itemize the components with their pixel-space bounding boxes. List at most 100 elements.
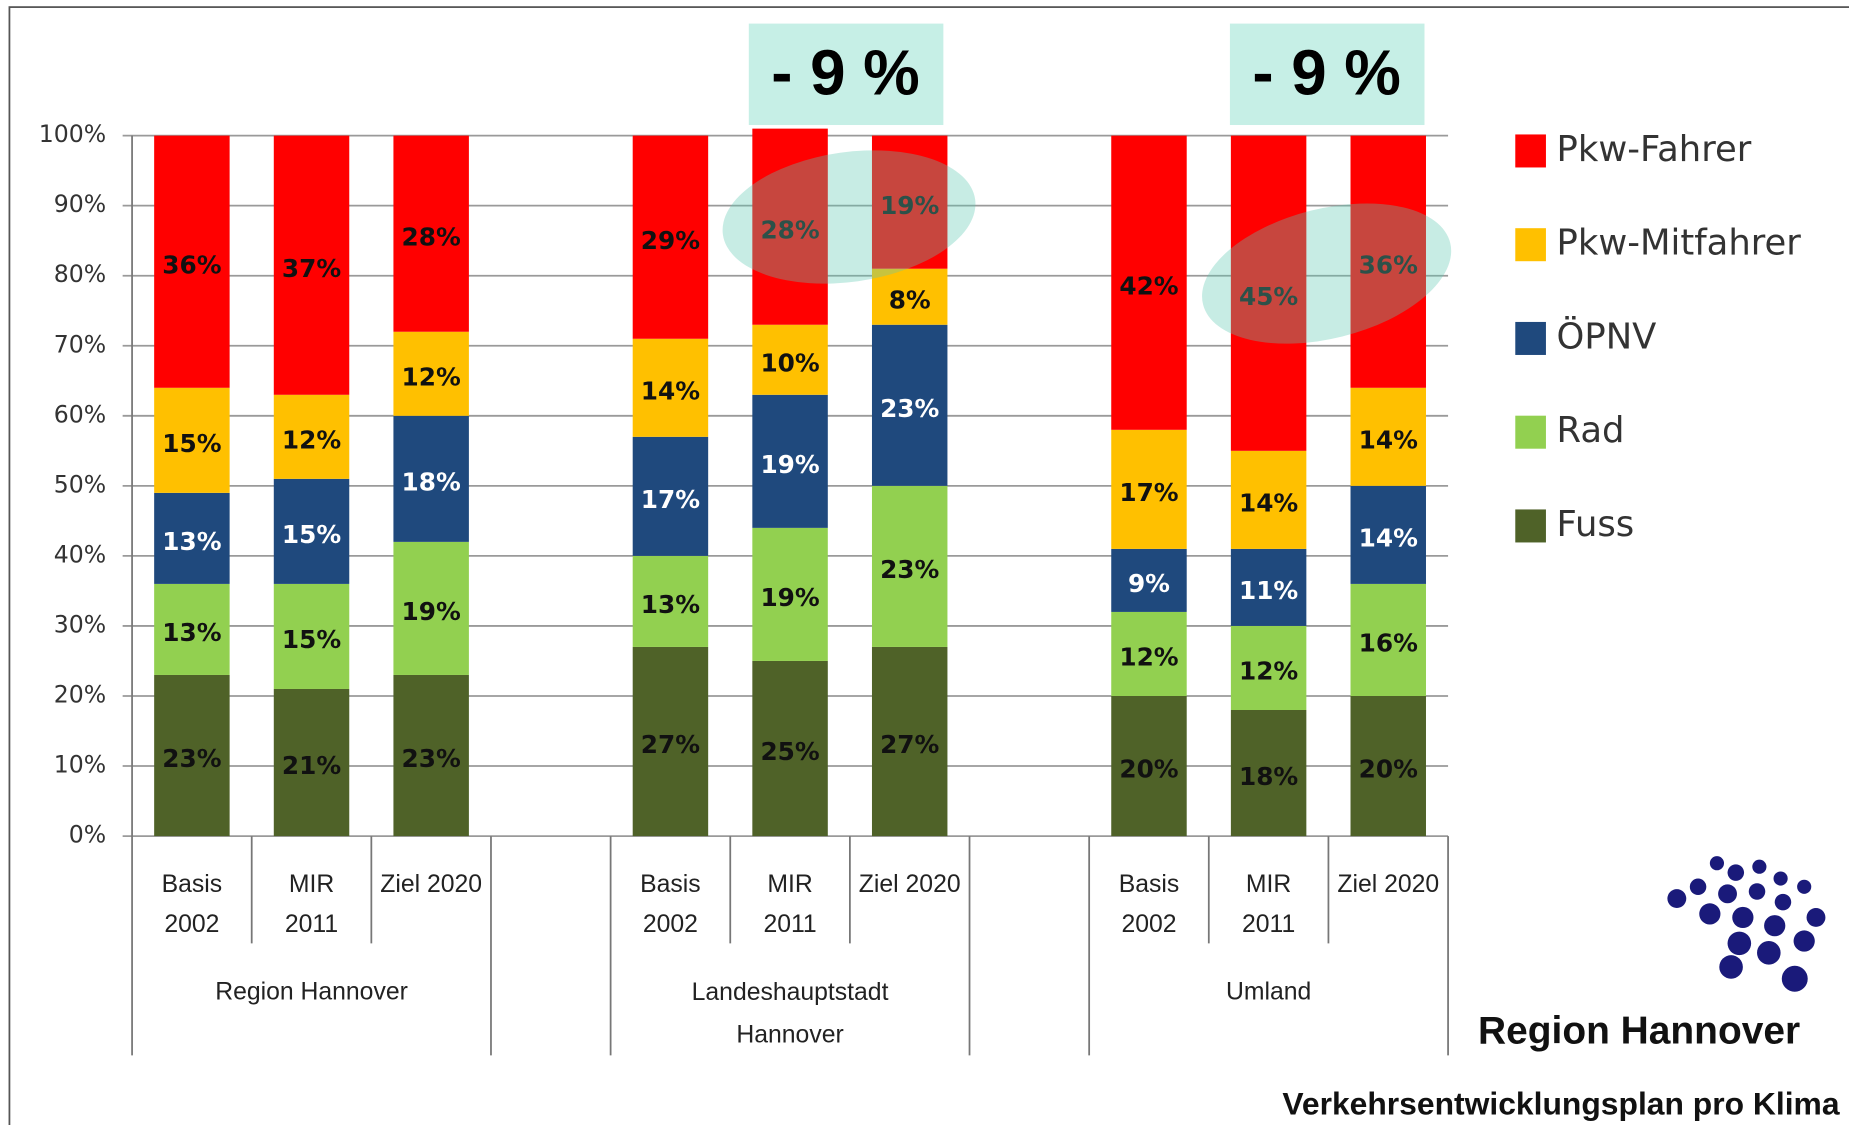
data-label: 20% bbox=[1359, 755, 1418, 784]
bar-segment bbox=[1350, 135, 1426, 388]
x-tick-label: Ziel 2020 bbox=[859, 871, 961, 898]
data-label: 13% bbox=[641, 590, 700, 619]
bar-segment bbox=[1230, 450, 1307, 549]
bar-segment bbox=[1111, 135, 1187, 430]
data-label: 23% bbox=[880, 394, 939, 423]
bar-segment bbox=[871, 268, 948, 325]
data-label: 14% bbox=[1359, 524, 1418, 553]
legend-swatch bbox=[1515, 321, 1546, 355]
data-label: 18% bbox=[402, 468, 461, 497]
bar-segment bbox=[273, 583, 350, 689]
annotation: - 9 % bbox=[1252, 38, 1401, 109]
x-tick-label: Basis bbox=[1119, 871, 1180, 898]
bar-segment bbox=[1230, 135, 1307, 451]
x-tick-label: Ziel 2020 bbox=[1337, 871, 1439, 898]
bar-segment bbox=[154, 674, 230, 837]
legend-label: Rad bbox=[1557, 410, 1625, 451]
group-label: Umland bbox=[1226, 978, 1311, 1005]
data-label: 17% bbox=[641, 485, 700, 514]
bar-segment bbox=[1111, 429, 1187, 549]
data-label: 18% bbox=[1239, 762, 1298, 791]
data-label: 8% bbox=[889, 285, 931, 314]
y-tick-label: 90% bbox=[54, 190, 106, 218]
legend-label: Fuss bbox=[1557, 504, 1635, 545]
annotation-box bbox=[748, 23, 944, 126]
bar-segment bbox=[1230, 548, 1307, 626]
bar-segment bbox=[393, 135, 469, 332]
bar-segment bbox=[1111, 611, 1187, 696]
bar-segment bbox=[632, 135, 709, 339]
x-tick-label: Basis bbox=[640, 871, 701, 898]
highlight bbox=[722, 150, 976, 284]
data-label: 27% bbox=[880, 730, 939, 759]
annotation: - 9 % bbox=[771, 38, 920, 109]
bar-segment bbox=[752, 660, 828, 837]
data-label: 12% bbox=[1119, 643, 1178, 672]
data-label: 17% bbox=[1119, 478, 1178, 507]
y-tick-label: 80% bbox=[54, 260, 106, 288]
bar-segment bbox=[632, 555, 709, 647]
bar-segment bbox=[632, 436, 709, 556]
x-tick-label: 2002 bbox=[1121, 911, 1176, 938]
group-label: Landeshauptstadt Hannover bbox=[692, 978, 889, 1047]
data-label: 13% bbox=[162, 618, 221, 647]
y-tick-label: 40% bbox=[54, 540, 106, 568]
bar-segment bbox=[154, 583, 230, 675]
footer: Verkehrsentwicklungsplan pro Klima bbox=[1282, 1086, 1839, 1122]
bar-segment bbox=[632, 338, 709, 437]
bar-segment bbox=[1230, 709, 1307, 837]
bar-segment bbox=[1111, 695, 1187, 837]
data-label: 13% bbox=[162, 527, 221, 556]
bar-segment bbox=[393, 541, 469, 675]
data-label: 9% bbox=[1128, 569, 1170, 598]
bar-segment bbox=[154, 387, 230, 493]
data-label: 14% bbox=[1359, 426, 1418, 455]
data-label: 23% bbox=[402, 744, 461, 773]
bar-segment bbox=[1350, 583, 1426, 696]
bar-segment bbox=[871, 135, 948, 269]
logo bbox=[1667, 856, 1826, 992]
data-label: 10% bbox=[760, 348, 819, 377]
x-tick-label: 2002 bbox=[643, 911, 698, 938]
data-label: 12% bbox=[1239, 657, 1298, 686]
data-label: 15% bbox=[162, 429, 221, 458]
data-label: 23% bbox=[880, 555, 939, 584]
bar-segment bbox=[752, 128, 828, 325]
x-tick-label: MIR bbox=[1246, 871, 1291, 898]
x-tick-label: 2011 bbox=[1242, 911, 1295, 938]
y-tick-label: 100% bbox=[39, 120, 106, 148]
data-label: 12% bbox=[402, 362, 461, 391]
bar-segment bbox=[273, 394, 350, 479]
y-tick-label: 30% bbox=[54, 610, 106, 638]
y-tick-label: 70% bbox=[54, 330, 106, 358]
legend-swatch bbox=[1515, 415, 1546, 449]
bar-segment bbox=[1350, 387, 1426, 486]
x-tick-label: 2011 bbox=[763, 911, 816, 938]
bar-segment bbox=[1111, 548, 1187, 612]
x-tick-label: MIR bbox=[767, 871, 812, 898]
legend-swatch bbox=[1515, 509, 1546, 543]
data-label: 15% bbox=[282, 625, 341, 654]
data-label: 25% bbox=[760, 737, 819, 766]
y-tick-label: 10% bbox=[54, 751, 106, 779]
data-label: 21% bbox=[282, 751, 341, 780]
data-label: 23% bbox=[162, 744, 221, 773]
data-label: 14% bbox=[641, 377, 700, 406]
bar-segment bbox=[1230, 625, 1307, 710]
data-label: 14% bbox=[1239, 489, 1298, 518]
data-label: 19% bbox=[880, 191, 939, 220]
logo-text: Region Hannover bbox=[1478, 1009, 1800, 1052]
data-label: 20% bbox=[1119, 755, 1178, 784]
data-label: 28% bbox=[760, 215, 819, 244]
annotation-box bbox=[1229, 23, 1425, 126]
data-label: 29% bbox=[641, 226, 700, 255]
y-tick-label: 50% bbox=[54, 470, 106, 498]
x-tick-label: 2011 bbox=[285, 911, 338, 938]
legend-label: Pkw-Fahrer bbox=[1557, 129, 1752, 170]
bar-segment bbox=[273, 478, 350, 584]
x-tick-label: Ziel 2020 bbox=[380, 871, 482, 898]
bar-segment bbox=[752, 394, 828, 528]
data-label: 15% bbox=[282, 520, 341, 549]
bar-segment bbox=[154, 492, 230, 584]
